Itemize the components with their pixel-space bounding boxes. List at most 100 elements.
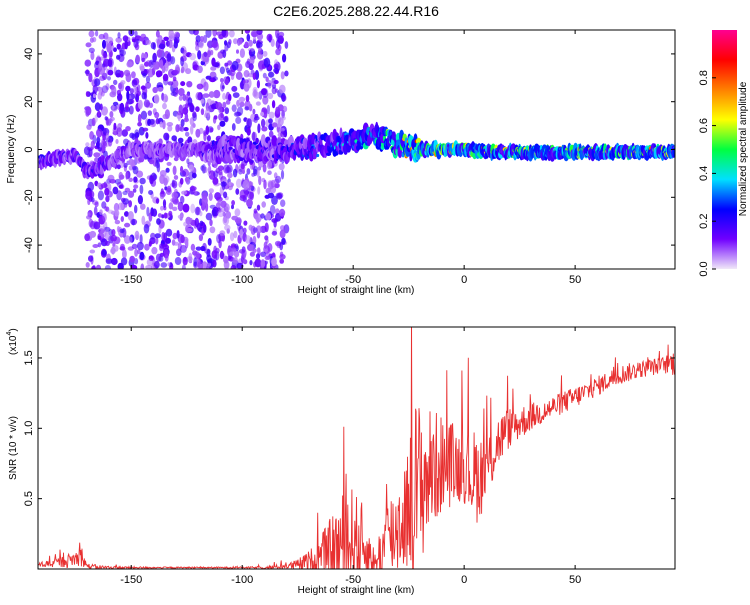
spectrogram-cell: [139, 65, 145, 72]
spectrogram-cell: [131, 71, 136, 79]
spectrogram-cell: [137, 195, 143, 205]
spectrogram-cell: [156, 49, 163, 58]
spectrogram-cell: [239, 101, 245, 108]
spectrogram-cell: [183, 127, 189, 132]
spectrogram-cell: [246, 198, 253, 208]
spectrogram-cell: [163, 132, 170, 141]
spectrogram-cell: [236, 99, 240, 107]
spectrogram-cell: [190, 203, 196, 214]
spectrogram-cell: [159, 252, 165, 257]
spectrogram-cell: [95, 264, 102, 269]
spectrogram-cell: [269, 204, 276, 215]
colorbar-tick-label: 0.8: [698, 70, 710, 85]
spectrogram-cell: [94, 78, 101, 87]
spectrogram-cell: [203, 131, 207, 142]
spectrogram-cell: [196, 83, 204, 90]
spectrogram-cell: [265, 76, 269, 83]
spectrogram-cell: [137, 113, 142, 124]
spectrogram-cell: [177, 201, 184, 212]
y-tick-label: 40: [23, 48, 35, 60]
spectrogram-cell: [257, 186, 261, 195]
spectrogram-cell: [205, 125, 210, 135]
x-tick-label: -50: [345, 274, 361, 286]
spectrogram-cell: [244, 106, 250, 111]
spectrogram-cell: [219, 250, 224, 260]
spectrogram-cell: [126, 61, 133, 68]
spectrogram-cell: [268, 130, 274, 138]
spectrogram-cell: [103, 150, 108, 158]
spectrogram-cell: [249, 251, 255, 257]
spectrogram-cell: [212, 76, 218, 81]
spectrogram-cell: [196, 222, 202, 231]
spectrogram-cell: [228, 69, 236, 77]
figure-title: C2E6.2025.288.22.44.R16: [273, 3, 439, 19]
spectrogram-cell: [263, 241, 268, 249]
spectrogram-cell: [173, 175, 179, 180]
spectrogram-cell: [266, 104, 270, 115]
spectrogram-cell: [187, 136, 193, 144]
spectrogram-cell: [190, 243, 196, 251]
spectrogram-cell: [182, 93, 187, 102]
spectrogram-cell: [113, 122, 117, 131]
spectrogram-cell: [210, 66, 217, 71]
spectrogram-cell: [119, 232, 124, 238]
spectrogram-cell: [87, 181, 95, 192]
spectrogram-cell: [146, 258, 153, 266]
spectrogram-cell: [240, 163, 245, 170]
spectrogram-cell: [223, 164, 230, 174]
spectrogram-cell: [230, 264, 237, 269]
spectrogram-cell: [247, 73, 255, 78]
spectrogram-cell: [140, 85, 146, 90]
spectrogram-cell: [260, 251, 267, 258]
spectrogram-cell: [231, 85, 238, 92]
spectrogram-cell: [239, 48, 245, 58]
spectrogram-cell: [88, 72, 93, 83]
snr-exponent-label: (x104): [6, 328, 19, 355]
spectrogram-cell: [152, 52, 157, 63]
spectrogram-cell: [264, 235, 269, 241]
spectrogram-cell: [129, 88, 135, 94]
x-tick-label: 50: [569, 274, 581, 286]
spectrogram-cell: [172, 165, 177, 176]
spectrogram-cell: [173, 40, 178, 49]
spectrogram-cell: [223, 191, 228, 199]
spectrogram-cell: [224, 62, 229, 67]
spectrogram-cell: [90, 140, 95, 150]
spectrogram-cell: [163, 212, 168, 219]
spectrogram-cell: [116, 43, 121, 50]
spectrogram-cell: [252, 36, 257, 44]
spectrogram-cell: [107, 69, 114, 76]
spectrogram-cell: [312, 148, 317, 160]
spectrogram-cell: [133, 39, 139, 48]
spectrogram-cell: [212, 30, 217, 37]
spectrogram-cell: [278, 37, 284, 45]
spectrogram-cell: [152, 174, 158, 180]
spectrogram-cell: [208, 165, 212, 175]
spectrogram-cell: [227, 172, 233, 179]
spectrogram-cell: [134, 30, 138, 37]
spectrogram-cell: [233, 111, 241, 117]
spectrogram-cell: [112, 242, 116, 247]
spectrogram-cell: [150, 42, 156, 50]
spectrogram-cell: [246, 118, 252, 129]
spectrogram-cell: [102, 39, 106, 49]
spectrogram-cell: [244, 41, 249, 48]
spectrogram-cell: [246, 168, 251, 175]
spectrogram-cell: [211, 250, 218, 259]
spectrogram-cell: [235, 188, 240, 195]
spectrogram-cell: [156, 218, 161, 225]
spectrogram-cell: [88, 218, 94, 228]
spectrogram-cell: [205, 212, 213, 221]
spectrogram-cell: [155, 236, 159, 245]
spectrogram-cell: [236, 49, 239, 54]
spectrogram-cell: [158, 43, 166, 50]
spectrogram-cell: [89, 190, 95, 198]
spectrogram-cell: [120, 216, 125, 222]
spectrogram-cell: [202, 93, 210, 98]
spectrogram-cell: [249, 190, 255, 201]
spectrogram-cell: [288, 135, 294, 146]
spectrogram-cell: [261, 118, 266, 128]
spectrogram-cell: [139, 251, 145, 261]
spectrogram-cell: [264, 194, 270, 199]
spectrogram-cell: [238, 168, 243, 175]
